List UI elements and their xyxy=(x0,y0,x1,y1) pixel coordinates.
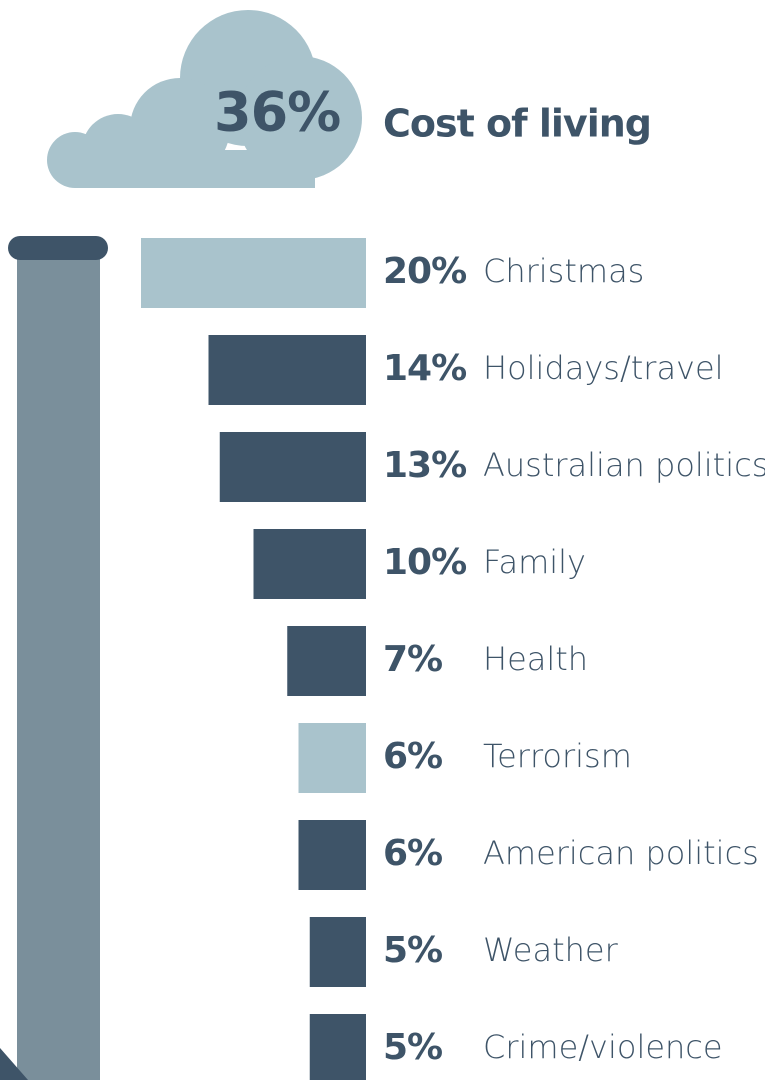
category-label: Holidays/travel xyxy=(483,349,724,387)
value-label: 6% xyxy=(383,736,442,777)
category-label: American politics xyxy=(483,834,759,872)
cloud-puff xyxy=(238,56,362,180)
category-label: Health xyxy=(483,640,588,678)
category-label: Crime/violence xyxy=(483,1028,723,1066)
category-label: Family xyxy=(483,543,586,581)
corner xyxy=(0,1048,28,1080)
chimney-body xyxy=(17,248,100,1080)
value-label: 7% xyxy=(383,639,442,680)
bar xyxy=(141,238,366,308)
category-label: Christmas xyxy=(483,252,644,290)
highlight-category: Cost of living xyxy=(383,102,651,146)
bar xyxy=(253,529,366,599)
bar xyxy=(287,626,366,696)
bar xyxy=(309,917,366,987)
value-label: 14% xyxy=(383,348,466,389)
bar xyxy=(298,723,366,793)
bar xyxy=(208,335,366,405)
value-label: 10% xyxy=(383,542,466,583)
category-label: Australian politics xyxy=(483,446,765,484)
cloud xyxy=(47,10,362,188)
value-label: 13% xyxy=(383,445,466,486)
chimney xyxy=(0,236,108,1080)
value-label: 5% xyxy=(383,930,442,971)
bar xyxy=(298,820,366,890)
value-label: 5% xyxy=(383,1027,442,1068)
value-label: 20% xyxy=(383,251,466,292)
bar xyxy=(219,432,366,502)
highlight-value: 36% xyxy=(214,81,340,144)
bar xyxy=(309,1014,366,1080)
chimney-cap xyxy=(8,236,108,260)
value-label: 6% xyxy=(383,833,442,874)
cloud-base xyxy=(75,150,315,188)
category-label: Terrorism xyxy=(483,737,632,775)
category-label: Weather xyxy=(483,931,619,969)
